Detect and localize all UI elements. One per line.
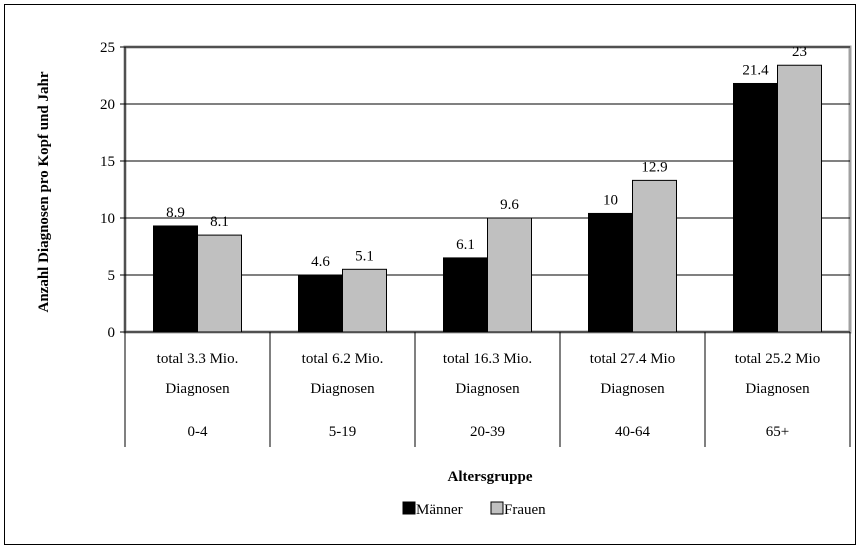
legend-swatch <box>402 501 416 515</box>
legend: Männer Frauen <box>402 501 546 518</box>
y-tick-label: 15 <box>100 154 115 170</box>
data-label: 8.1 <box>210 214 229 230</box>
x-axis-title: Altersgruppe <box>448 469 533 485</box>
bar-maenner <box>443 257 488 333</box>
data-label: 23 <box>792 44 807 60</box>
x-category-label-line1: total 3.3 Mio. <box>157 351 239 367</box>
x-group-label: 20-39 <box>470 424 505 440</box>
bar-frauen <box>632 179 677 333</box>
y-axis: 0 5 10 15 20 25 <box>100 40 126 341</box>
data-label: 21.4 <box>742 62 769 78</box>
data-label: 6.1 <box>456 237 475 253</box>
bar-maenner <box>153 225 198 333</box>
x-group-label: 65+ <box>766 424 789 440</box>
y-tick-label: 25 <box>100 40 115 56</box>
data-label: 12.9 <box>641 159 667 175</box>
data-label: 4.6 <box>311 254 330 270</box>
bar-frauen <box>197 234 242 333</box>
y-axis-title: Anzahl Diagnosen pro Kopf und Jahr <box>36 71 52 312</box>
bar-frauen <box>342 268 387 333</box>
bar-maenner <box>298 274 343 333</box>
y-tick-label: 10 <box>100 211 115 227</box>
x-category-label-line1: total 27.4 Mio <box>590 351 675 367</box>
bars <box>153 64 822 333</box>
data-label: 10 <box>603 192 618 208</box>
x-category-label-line2: Diagnosen <box>600 381 665 397</box>
data-label: 9.6 <box>500 197 519 213</box>
bar-maenner <box>588 212 633 333</box>
data-label: 8.9 <box>166 205 185 221</box>
x-axis: total 3.3 Mio. Diagnosen 0-4 total 6.2 Mio.… <box>124 331 851 447</box>
legend-label: Männer <box>416 502 463 518</box>
legend-label: Frauen <box>504 502 546 518</box>
bar-frauen <box>487 217 532 333</box>
y-tick-label: 20 <box>100 97 115 113</box>
x-group-label: 40-64 <box>615 424 650 440</box>
y-tick-label: 5 <box>108 268 116 284</box>
x-category-label-line2: Diagnosen <box>165 381 230 397</box>
y-tick-label: 0 <box>108 325 116 341</box>
x-category-label-line1: total 25.2 Mio <box>735 351 820 367</box>
x-category-label-line2: Diagnosen <box>455 381 520 397</box>
x-category-label-line1: total 16.3 Mio. <box>443 351 532 367</box>
x-group-label: 0-4 <box>188 424 208 440</box>
x-group-label: 5-19 <box>329 424 357 440</box>
bar-frauen <box>777 64 822 333</box>
x-category-label-line2: Diagnosen <box>745 381 810 397</box>
legend-swatch <box>490 501 504 515</box>
data-label: 5.1 <box>355 248 374 264</box>
data-labels: 8.9 8.1 4.6 5.1 6.1 9.6 10 12.9 21.4 23 <box>166 44 807 270</box>
bar-maenner <box>733 82 778 333</box>
x-category-label-line1: total 6.2 Mio. <box>302 351 384 367</box>
x-category-label-line2: Diagnosen <box>310 381 375 397</box>
